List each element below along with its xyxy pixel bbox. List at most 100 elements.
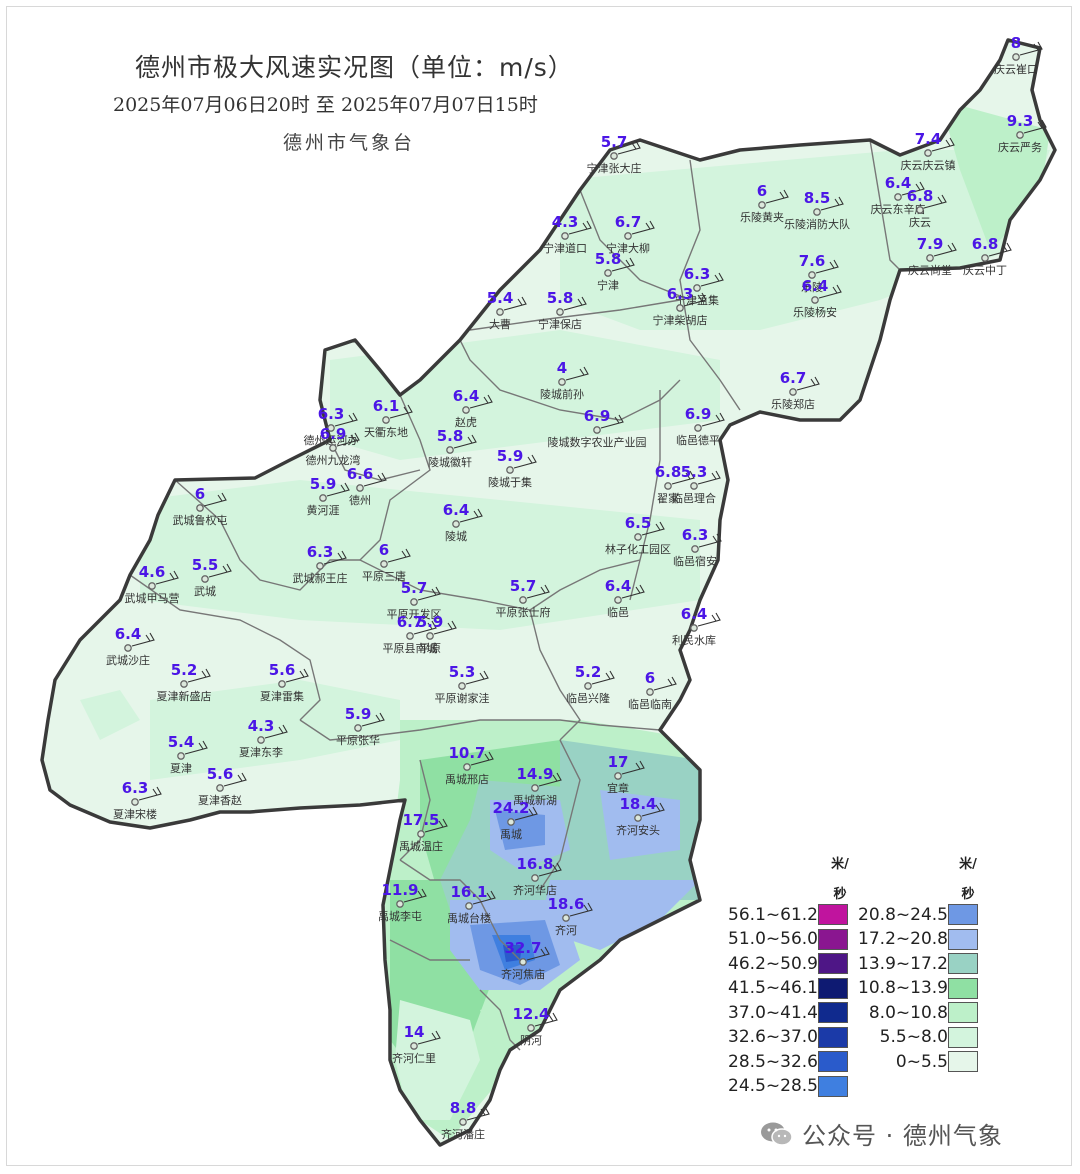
station-name: 平原张华: [336, 733, 380, 747]
legend-swatch: [818, 1051, 848, 1072]
legend-left-row-4: 37.0~41.4: [690, 1002, 848, 1023]
station-marker: [329, 444, 337, 452]
wind-barb-icon: [389, 404, 413, 419]
station-name: 庆云东辛店: [871, 202, 926, 216]
station-name: 齐河: [555, 923, 577, 937]
station-name: 齐河焦庙: [501, 967, 545, 981]
wind-barb-icon: [621, 584, 645, 599]
station: 6.1 天衢东地: [364, 397, 413, 439]
station-marker: [201, 575, 209, 583]
station: 18.4 齐河安头: [616, 795, 665, 837]
station-value: 6.4: [681, 605, 708, 623]
station: 5.6 夏津雷集: [260, 661, 309, 703]
station-marker: [584, 682, 592, 690]
station-name: 宁津柴胡店: [653, 313, 708, 327]
wind-barb-icon: [526, 584, 550, 599]
station-name: 庆云崔口: [994, 62, 1038, 76]
station-marker: [410, 598, 418, 606]
station: 16.8 齐河华店: [513, 855, 562, 897]
station-value: 5.5: [192, 556, 219, 574]
station-marker: [216, 784, 224, 792]
station-marker: [926, 254, 934, 262]
station: 5.7 平原开发区: [387, 579, 442, 621]
station-marker: [690, 482, 698, 490]
station: 6.4 赵虎: [453, 387, 493, 429]
station: 6.4 乐陵杨安: [793, 277, 842, 319]
station-value: 7.4: [915, 130, 942, 148]
wind-barb-icon: [931, 137, 955, 152]
station-name: 夏津: [170, 762, 192, 775]
station: 6.6 德州: [347, 465, 387, 507]
wind-barb-icon: [568, 220, 592, 235]
station: 11.9 禹城李屯: [378, 881, 427, 923]
station-marker: [462, 406, 470, 414]
legend-unit-left: 米/秒: [831, 857, 849, 902]
wind-barb-icon: [285, 668, 309, 683]
station: 6 武城鲁权屯: [173, 485, 228, 527]
station-name: 平原: [419, 642, 441, 655]
watermark: 公众号 · 德州气象: [760, 1116, 1003, 1151]
station-marker: [556, 308, 564, 316]
station-value: 5.6: [207, 765, 234, 783]
station: 5.6 夏津香赵: [198, 765, 247, 807]
station: 6.8 庆云: [907, 187, 947, 229]
station-marker: [634, 814, 642, 822]
station: 17 宜章: [607, 753, 645, 795]
station: 5.9 黄河涯: [307, 475, 350, 517]
station-marker: [811, 296, 819, 304]
wind-barb-icon: [187, 668, 211, 683]
wind-barb-icon: [334, 412, 358, 427]
station: 8 庆云崔口: [994, 34, 1043, 76]
station: 14 齐河仁里: [392, 1023, 441, 1065]
legend-swatch: [948, 977, 978, 999]
station-value: 4.3: [552, 213, 579, 231]
station-marker: [417, 830, 425, 838]
station-marker: [664, 482, 672, 490]
wind-barb-icon: [591, 670, 615, 685]
station-value: 5.9: [497, 447, 524, 465]
wind-barb-icon: [621, 760, 645, 775]
station-marker: [693, 284, 701, 292]
station: 5.9 平原: [417, 613, 457, 655]
station-marker: [519, 958, 527, 966]
station-marker: [458, 682, 466, 690]
station-marker: [410, 1042, 418, 1050]
legend-unit-right: 米/秒: [959, 857, 977, 902]
station-marker: [406, 632, 414, 640]
station-marker: [465, 902, 473, 910]
wind-barb-icon: [361, 712, 385, 727]
station-marker: [319, 494, 327, 502]
station-value: 5.9: [345, 705, 372, 723]
station: 6.3 临邑宿安: [673, 526, 722, 568]
wind-barb-icon: [470, 751, 494, 766]
station-marker: [316, 562, 324, 570]
station-marker: [131, 798, 139, 806]
station-name: 夏津东李: [239, 745, 283, 759]
station-name: 齐河安头: [616, 823, 660, 837]
wind-barb-icon: [203, 492, 227, 507]
wind-barb-icon: [223, 772, 247, 787]
legend-label: 41.5~46.1: [728, 978, 818, 998]
station: 6.8 翟家: [655, 463, 695, 505]
station: 16.1 禹城台楼: [447, 883, 496, 925]
station: 6 临邑临南: [628, 669, 677, 711]
station: 6.9 德州九龙湾: [306, 425, 361, 467]
station-value: 6.4: [885, 174, 912, 192]
issuing-agency: 德州市气象台: [283, 132, 416, 154]
wind-barb-icon: [1023, 119, 1047, 134]
station-name: 林子化工园区: [605, 542, 671, 556]
wind-barb-icon: [403, 888, 427, 903]
station-value: 6.3: [684, 265, 711, 283]
station-marker: [257, 736, 265, 744]
station-name: 武城鲁权屯: [173, 513, 228, 527]
station-marker: [148, 582, 156, 590]
wind-barb-icon: [923, 194, 947, 209]
station-name: 临邑兴隆: [566, 691, 610, 705]
legend-swatch: [818, 928, 848, 950]
station: 5.2 夏津新盛店: [157, 661, 212, 703]
station-value: 8.8: [450, 1099, 477, 1117]
legend-label: 5.5~8.0: [879, 1027, 948, 1047]
wind-barb-icon: [413, 620, 437, 635]
station-marker: [558, 378, 566, 386]
wind-barb-icon: [469, 394, 493, 409]
